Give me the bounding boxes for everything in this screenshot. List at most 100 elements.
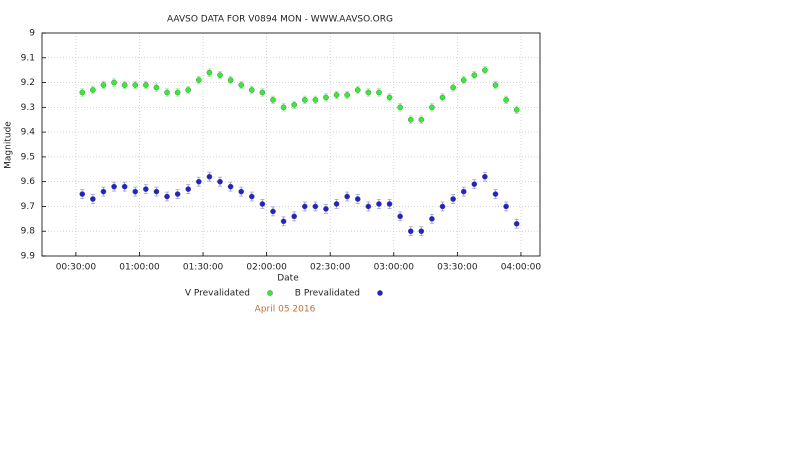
x-axis-label: Date — [277, 274, 299, 284]
y-tick-label: 9.4 — [21, 128, 36, 138]
y-tick-label: 9.8 — [21, 227, 36, 237]
data-point — [418, 116, 425, 123]
data-point — [471, 72, 478, 78]
data-point — [429, 216, 435, 222]
data-point — [450, 196, 456, 202]
data-point — [206, 69, 213, 76]
data-point — [376, 89, 382, 96]
data-point — [196, 77, 202, 83]
data-point — [291, 213, 297, 220]
data-point — [397, 213, 403, 220]
data-point — [227, 183, 234, 190]
chart-title: AAVSO DATA FOR V0894 MON - WWW.AAVSO.ORG — [167, 15, 393, 25]
data-point — [143, 82, 149, 88]
y-tick-label: 9 — [29, 29, 35, 39]
data-point — [492, 191, 499, 197]
data-point — [248, 193, 255, 200]
data-point — [153, 188, 160, 195]
subtitle: April 05 2016 — [255, 305, 316, 315]
plot-frame — [41, 32, 541, 257]
data-point — [90, 87, 96, 93]
data-point — [450, 84, 456, 91]
data-point — [121, 82, 128, 88]
data-point — [259, 89, 266, 96]
data-point — [354, 87, 361, 93]
data-point — [196, 178, 202, 185]
data-point — [323, 206, 329, 212]
data-point — [312, 203, 319, 210]
y-tick-label: 9.3 — [21, 103, 35, 113]
legend-marker — [267, 290, 273, 296]
data-point — [386, 201, 393, 207]
data-point — [100, 188, 107, 195]
y-axis-label: Magnitude — [4, 121, 14, 169]
data-point — [482, 67, 488, 73]
y-tick-label: 9.2 — [21, 78, 35, 88]
x-tick-label: 01:00:00 — [119, 263, 160, 273]
data-point — [312, 97, 319, 103]
x-tick-label: 02:00:00 — [246, 263, 287, 273]
data-point — [217, 178, 223, 185]
data-point — [365, 89, 372, 96]
data-point — [503, 203, 509, 210]
data-point — [513, 107, 520, 113]
data-point — [460, 188, 467, 195]
data-point — [439, 94, 446, 101]
data-point — [143, 186, 149, 192]
x-tick-label: 03:30:00 — [437, 263, 478, 273]
data-point — [121, 183, 128, 190]
data-point — [429, 104, 435, 111]
data-point — [386, 94, 393, 101]
x-tick-label: 00:30:00 — [56, 263, 97, 273]
x-tick-label: 03:00:00 — [374, 263, 415, 273]
x-tick-label: 04:00:00 — [501, 263, 542, 273]
y-tick-label: 9.6 — [21, 177, 36, 187]
data-point — [270, 208, 276, 215]
y-tick-label: 9.1 — [21, 53, 35, 63]
data-point — [492, 82, 499, 88]
data-point — [153, 84, 160, 91]
data-point — [238, 82, 244, 88]
data-point — [111, 183, 117, 190]
data-point — [111, 79, 117, 86]
data-point — [79, 191, 86, 197]
data-point — [376, 201, 382, 207]
data-point — [407, 116, 414, 123]
data-point — [79, 89, 86, 96]
data-point — [90, 196, 96, 202]
data-point — [270, 97, 276, 103]
data-point — [407, 228, 414, 235]
data-point — [439, 203, 446, 210]
data-point — [174, 89, 181, 96]
data-point — [503, 97, 509, 103]
data-point — [471, 181, 478, 187]
x-tick-label: 02:30:00 — [310, 263, 351, 273]
data-point — [206, 173, 213, 180]
data-point — [333, 201, 340, 207]
data-point — [185, 87, 192, 93]
data-point — [174, 191, 181, 197]
data-point — [132, 188, 139, 195]
data-point — [365, 203, 372, 210]
data-point — [164, 89, 170, 96]
data-point — [513, 220, 520, 227]
legend-marker — [377, 290, 383, 296]
chart-background — [0, 0, 546, 320]
data-point — [460, 77, 467, 83]
data-point — [344, 92, 350, 98]
data-point — [344, 193, 350, 200]
legend-label: B Prevalidated — [295, 289, 360, 299]
data-point — [354, 196, 361, 202]
data-point — [333, 92, 340, 98]
y-tick-label: 9.7 — [21, 202, 35, 212]
data-point — [164, 193, 170, 200]
data-point — [301, 97, 308, 103]
data-point — [132, 82, 139, 88]
data-point — [301, 203, 308, 210]
data-point — [397, 104, 403, 111]
data-point — [227, 77, 234, 83]
data-point — [238, 188, 244, 195]
data-point — [482, 173, 488, 180]
data-point — [323, 94, 329, 101]
